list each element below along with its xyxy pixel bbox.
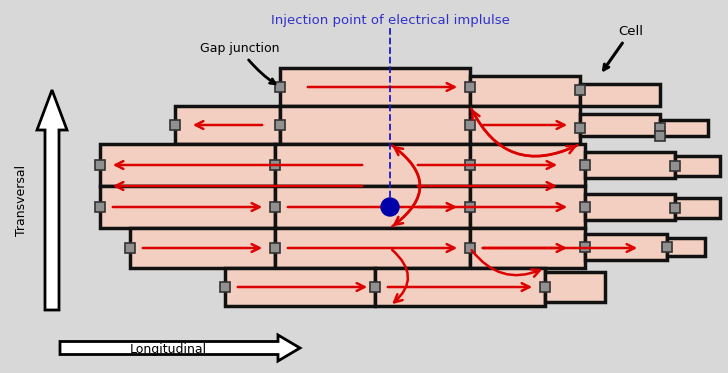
Text: Gap junction: Gap junction	[200, 42, 280, 84]
Bar	[270, 202, 280, 212]
Bar	[545, 272, 605, 302]
Bar	[470, 76, 580, 106]
FancyArrow shape	[60, 335, 300, 361]
Bar	[95, 160, 105, 170]
Bar	[655, 131, 665, 141]
Bar	[100, 144, 275, 186]
FancyArrowPatch shape	[472, 250, 540, 277]
Bar	[470, 106, 580, 144]
Bar	[275, 120, 285, 130]
Bar	[580, 160, 590, 170]
Bar	[280, 68, 470, 106]
Bar	[370, 282, 380, 292]
Bar	[585, 194, 675, 220]
Bar	[575, 123, 585, 133]
Bar	[465, 202, 475, 212]
Bar	[275, 144, 470, 186]
Bar	[580, 114, 660, 136]
Bar	[280, 106, 470, 144]
Bar	[270, 243, 280, 253]
FancyArrowPatch shape	[472, 111, 577, 156]
Bar	[585, 152, 675, 178]
FancyArrow shape	[37, 90, 67, 310]
Bar	[470, 228, 585, 268]
Bar	[100, 186, 275, 228]
Bar	[275, 228, 470, 268]
Bar	[667, 238, 705, 256]
Bar	[275, 186, 470, 228]
Bar	[580, 84, 660, 106]
Bar	[540, 282, 550, 292]
Text: Cell: Cell	[604, 25, 643, 70]
FancyArrowPatch shape	[392, 250, 408, 303]
Text: Injection point of electrical implulse: Injection point of electrical implulse	[271, 14, 510, 27]
Bar	[465, 120, 475, 130]
FancyArrowPatch shape	[392, 147, 420, 226]
Bar	[675, 156, 720, 176]
Bar	[175, 106, 280, 144]
Bar	[465, 243, 475, 253]
Bar	[465, 160, 475, 170]
Bar	[125, 243, 135, 253]
FancyArrowPatch shape	[471, 109, 575, 156]
Bar	[275, 82, 285, 92]
Bar	[670, 203, 680, 213]
Bar	[130, 228, 275, 268]
Bar	[662, 242, 672, 252]
Bar	[675, 198, 720, 218]
Bar	[220, 282, 230, 292]
Bar	[270, 160, 280, 170]
Bar	[655, 123, 665, 133]
Bar	[170, 120, 180, 130]
Bar	[660, 120, 708, 136]
Text: Transversal: Transversal	[15, 164, 28, 236]
Bar	[95, 202, 105, 212]
Bar	[375, 268, 545, 306]
Bar	[465, 82, 475, 92]
Circle shape	[381, 198, 399, 216]
Bar	[585, 234, 667, 260]
Bar	[575, 85, 585, 95]
Bar	[470, 186, 585, 228]
Bar	[670, 161, 680, 171]
Bar	[580, 202, 590, 212]
Bar	[225, 268, 375, 306]
Text: Longitudinal: Longitudinal	[130, 344, 207, 357]
Bar	[580, 242, 590, 252]
FancyArrowPatch shape	[392, 145, 420, 225]
Bar	[470, 144, 585, 186]
